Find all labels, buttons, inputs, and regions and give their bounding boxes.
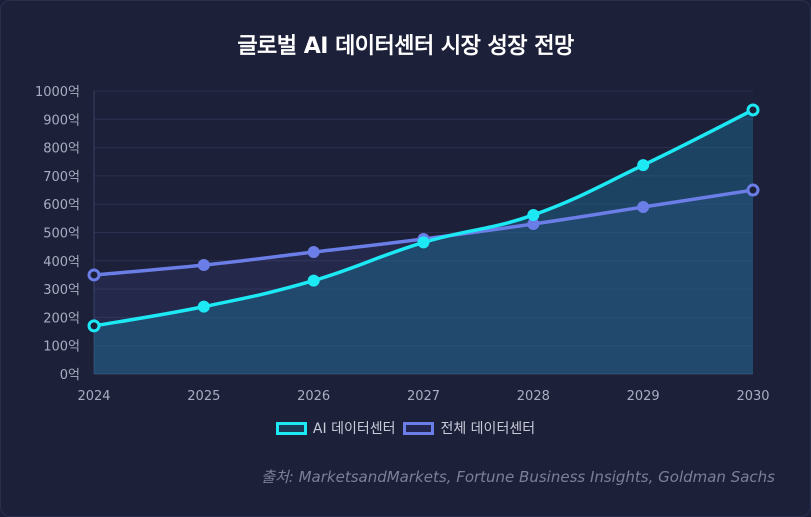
y-axis-ticks: 0억 100억 200억 300억 400억 500억 600억 700억 800억 900억 10… [35, 85, 80, 383]
x-tick-label: 2030 [736, 389, 769, 404]
area-fill-total [94, 190, 753, 374]
legend-label-ai: AI 데이터센터 [312, 421, 396, 437]
legend-item-ai[interactable]: AI 데이터센터 [275, 418, 396, 438]
y-tick-label: 400억 [43, 255, 80, 270]
y-tick-label: 800억 [43, 142, 80, 157]
y-tick-label: 200억 [43, 311, 80, 326]
x-tick-label: 2026 [297, 389, 330, 404]
grid [93, 90, 753, 375]
data-point-ai [746, 103, 760, 117]
legend-label-total: 전체 데이터센터 [440, 421, 536, 437]
x-tick-label: 2025 [187, 389, 220, 404]
y-tick-label: 700억 [43, 170, 80, 185]
source-note: 출처: MarketsandMarkets, Fortune Business … [261, 468, 775, 486]
data-point-ai [87, 319, 101, 333]
legend-swatch-ai [275, 421, 307, 435]
chart-title: 글로벌 AI 데이터센터 시장 성장 전망 [237, 34, 574, 59]
legend-swatch-total [403, 421, 435, 435]
data-point-total [197, 259, 210, 272]
data-point-ai [197, 300, 210, 313]
data-point-ai [527, 208, 540, 221]
y-tick-label: 500억 [43, 227, 80, 242]
x-axis-ticks: 2024 2025 2026 2027 2028 2029 2030 [77, 389, 769, 404]
y-tick-label: 1000억 [35, 85, 80, 100]
y-tick-label: 600억 [43, 198, 80, 213]
y-tick-label: 300억 [43, 283, 80, 298]
data-point-ai [637, 159, 650, 172]
x-tick-label: 2024 [77, 389, 110, 404]
data-point-total [746, 183, 760, 197]
legend: AI 데이터센터 전체 데이터센터 [0, 418, 811, 438]
y-tick-label: 0억 [60, 368, 80, 383]
data-point-ai [307, 274, 320, 287]
legend-item-total[interactable]: 전체 데이터센터 [403, 418, 535, 438]
x-tick-label: 2029 [627, 389, 660, 404]
data-point-total [307, 246, 320, 259]
x-tick-label: 2027 [407, 389, 440, 404]
y-tick-label: 900억 [43, 113, 80, 128]
data-points [87, 103, 760, 333]
y-tick-label: 100억 [43, 340, 80, 355]
x-tick-label: 2028 [517, 389, 550, 404]
area-fill-ai [94, 109, 753, 374]
data-point-ai [417, 236, 430, 249]
data-point-total [637, 201, 650, 214]
data-point-total [87, 268, 101, 282]
area-fills [94, 109, 753, 374]
